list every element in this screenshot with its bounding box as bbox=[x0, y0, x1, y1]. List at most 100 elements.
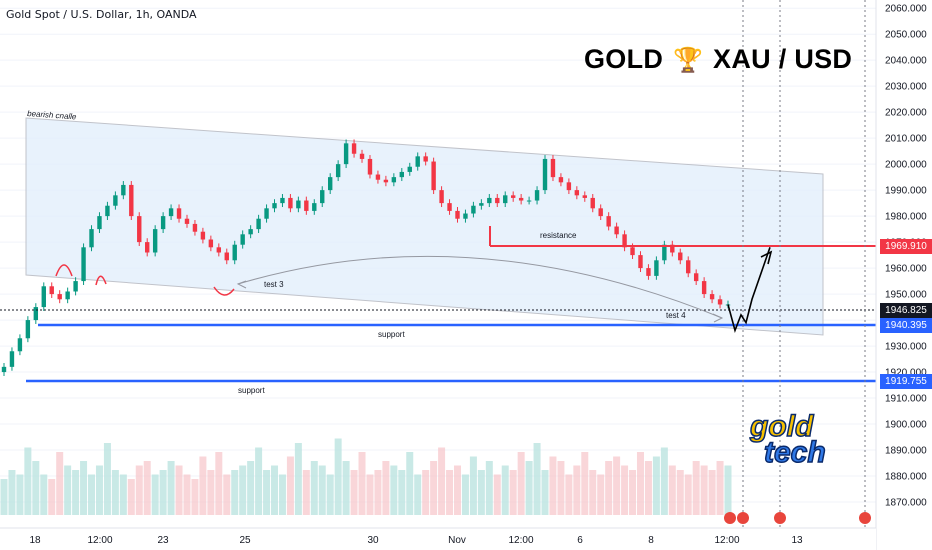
volume-bar bbox=[414, 474, 422, 515]
flag-icon[interactable] bbox=[774, 512, 786, 524]
candle bbox=[654, 260, 659, 276]
test3-arrowhead bbox=[236, 280, 247, 289]
y-tick-label: 1990.000 bbox=[885, 186, 927, 197]
time-axis[interactable] bbox=[0, 528, 876, 550]
price-label-resistance[interactable]: 1969.910 bbox=[880, 239, 932, 254]
volume-bar bbox=[509, 470, 517, 515]
volume-bar bbox=[565, 474, 573, 515]
volume-bar bbox=[72, 470, 80, 515]
candle bbox=[312, 203, 317, 211]
candle bbox=[224, 252, 229, 261]
top-mark bbox=[55, 264, 73, 277]
price-axis[interactable] bbox=[876, 0, 932, 550]
candle bbox=[479, 203, 484, 206]
candle bbox=[455, 210, 460, 219]
volume-bar bbox=[32, 461, 40, 515]
x-tick-label: 30 bbox=[367, 535, 379, 546]
candle bbox=[518, 197, 524, 201]
candle bbox=[558, 177, 564, 183]
volume-bar bbox=[358, 452, 366, 515]
x-tick-label: 13 bbox=[791, 535, 803, 546]
y-tick-label: 2040.000 bbox=[885, 56, 927, 67]
candle bbox=[89, 229, 94, 248]
flag-icon[interactable] bbox=[724, 512, 736, 524]
volume-bar bbox=[406, 452, 414, 515]
candle bbox=[351, 143, 357, 154]
candle bbox=[49, 286, 54, 295]
volume-bar bbox=[247, 461, 255, 515]
annotation-support: support bbox=[378, 330, 405, 339]
symbol-label: Gold Spot / U.S. Dollar, 1h, OANDA bbox=[6, 8, 197, 21]
logo-line2: tech bbox=[763, 436, 826, 469]
candle bbox=[81, 247, 86, 282]
candle bbox=[168, 208, 174, 217]
candle bbox=[367, 158, 373, 175]
candle bbox=[431, 161, 436, 191]
y-tick-label: 1900.000 bbox=[885, 420, 927, 431]
candle bbox=[9, 351, 15, 367]
x-tick-label: 6 bbox=[577, 535, 583, 546]
volume-bar bbox=[159, 470, 167, 515]
x-tick-label: 12:00 bbox=[508, 535, 533, 546]
price-label-support[interactable]: 1940.395 bbox=[880, 318, 932, 333]
volume-bar bbox=[326, 474, 334, 515]
volume-bar bbox=[64, 465, 72, 515]
volume-bar bbox=[461, 474, 469, 515]
volume-bar bbox=[573, 465, 581, 515]
volume-bar bbox=[692, 461, 700, 515]
y-tick-label: 2000.000 bbox=[885, 160, 927, 171]
volume-bar bbox=[223, 474, 231, 515]
y-tick-label: 2020.000 bbox=[885, 108, 927, 119]
volume-bar bbox=[119, 474, 127, 515]
candle bbox=[638, 255, 643, 269]
volume-bar bbox=[390, 465, 398, 515]
y-tick-label: 2030.000 bbox=[885, 82, 927, 93]
candle bbox=[105, 205, 110, 217]
volume-bar bbox=[668, 465, 676, 515]
candle bbox=[383, 179, 389, 183]
volume-bar bbox=[80, 461, 88, 515]
x-tick-label: 18 bbox=[29, 535, 41, 546]
price-label-support[interactable]: 1919.755 bbox=[880, 374, 932, 389]
candle bbox=[176, 208, 182, 219]
price-label-current[interactable]: 1946.825 bbox=[880, 303, 932, 318]
y-tick-label: 1930.000 bbox=[885, 342, 927, 353]
candle bbox=[184, 218, 190, 224]
candle bbox=[709, 294, 715, 300]
volume-bar bbox=[183, 474, 191, 515]
volume-bar bbox=[95, 465, 103, 515]
flag-icon[interactable] bbox=[737, 512, 749, 524]
volume-bar bbox=[525, 461, 533, 515]
chart-title: GOLD 🏆 XAU / USD bbox=[584, 44, 852, 75]
y-tick-label: 1950.000 bbox=[885, 290, 927, 301]
volume-bar bbox=[541, 470, 549, 515]
projection-arrowhead bbox=[760, 250, 773, 265]
event-markers bbox=[724, 512, 871, 524]
title-right: XAU / USD bbox=[713, 44, 853, 74]
volume-bar bbox=[24, 447, 32, 515]
volume-bar bbox=[239, 465, 247, 515]
volume-bar bbox=[605, 461, 613, 515]
volume-bar bbox=[271, 465, 279, 515]
volume-bar bbox=[48, 479, 56, 515]
flag-icon[interactable] bbox=[859, 512, 871, 524]
x-tick-label: 12:00 bbox=[87, 535, 112, 546]
y-tick-label: 1920.000 bbox=[885, 368, 927, 379]
x-tick-label: 25 bbox=[239, 535, 251, 546]
candle bbox=[152, 229, 158, 253]
volume-bar bbox=[589, 470, 597, 515]
volume-bar bbox=[191, 479, 199, 515]
x-tick-label: 12:00 bbox=[714, 535, 739, 546]
volume-bar bbox=[135, 465, 143, 515]
volume-bar bbox=[143, 461, 151, 515]
candle bbox=[73, 281, 78, 292]
volume-bar bbox=[40, 474, 48, 515]
volume-bar bbox=[231, 470, 239, 515]
volume-bar bbox=[517, 452, 525, 515]
candle bbox=[280, 197, 285, 204]
volume-bar bbox=[167, 461, 175, 515]
candle bbox=[216, 247, 222, 253]
candle bbox=[678, 252, 683, 261]
candle bbox=[566, 182, 572, 191]
